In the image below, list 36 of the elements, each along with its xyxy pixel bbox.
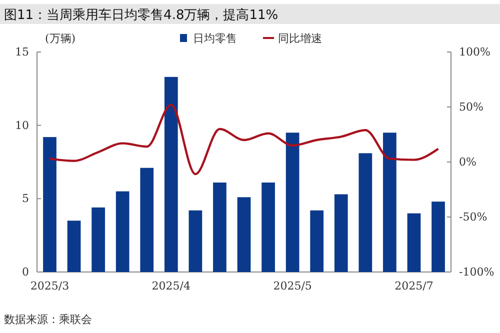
bar [334,194,348,272]
y2-tick-label: 50% [459,100,484,114]
bar [358,153,372,272]
source-note: 数据来源：乘联会 [4,313,92,326]
y2-tick-label: 0% [459,156,476,169]
bar [92,207,105,272]
bar [286,132,300,272]
x-tick-label: 2025/5 [273,279,312,292]
bar [140,168,154,272]
bar [213,182,226,272]
legend-label: 日均零售 [193,32,237,45]
bar [67,220,81,272]
line-series [48,104,440,176]
x-tick-label: 2025/4 [152,279,191,292]
bar [383,132,396,272]
y2-tick-label: 100% [459,46,490,59]
y-tick-label: 0 [22,266,29,279]
chart-title: 图11：当周乘用车日均零售4.8万辆，提高11% [4,7,278,23]
x-tick-label: 2025/7 [394,279,434,292]
bar [116,191,130,272]
y2-tick-label: -50% [459,210,488,224]
bar [407,213,421,272]
y-tick-label: 5 [22,192,29,206]
bar [43,137,56,272]
bar [310,210,324,272]
bar [188,210,202,272]
y-tick-label: 10 [15,118,29,132]
x-tick-label: 2025/3 [30,279,70,292]
legend-label: 同比增速 [278,32,322,45]
bar [237,197,251,272]
bar [432,202,445,272]
bar [164,76,178,272]
y-axis-title: (万辆) [45,32,76,45]
y2-tick-label: -100% [459,266,494,279]
y-tick-label: 15 [15,46,29,59]
bar [262,182,275,272]
